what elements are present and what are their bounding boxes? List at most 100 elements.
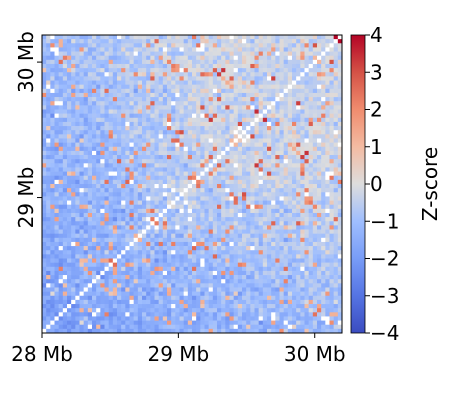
heatmap-cell [54, 134, 59, 139]
heatmap-cell [183, 179, 189, 185]
heatmap-cell [279, 266, 284, 272]
heatmap-cell [100, 312, 105, 317]
heatmap-cell [71, 250, 76, 255]
heatmap-cell [196, 101, 201, 106]
heatmap-cell [67, 196, 72, 201]
heatmap-cell [204, 316, 209, 321]
heatmap-cell [325, 192, 330, 197]
heatmap-cell [292, 121, 297, 127]
heatmap-cell [250, 84, 255, 90]
heatmap-cell [200, 229, 205, 234]
heatmap-cell [42, 175, 47, 181]
heatmap-cell [129, 299, 134, 305]
heatmap-cell [250, 97, 255, 102]
heatmap-cell [250, 80, 255, 85]
heatmap-cell [192, 312, 197, 317]
heatmap-cell [75, 304, 80, 309]
heatmap-cell [221, 171, 226, 177]
heatmap-cell [162, 254, 168, 259]
heatmap-cell [125, 304, 130, 309]
heatmap-cell [108, 150, 114, 156]
heatmap-cell [175, 237, 180, 243]
heatmap-cell [54, 146, 59, 152]
heatmap-cell [117, 229, 122, 234]
heatmap-cell [75, 287, 80, 292]
heatmap-cell [142, 270, 147, 276]
heatmap-cell [83, 229, 89, 234]
heatmap-cell [104, 196, 109, 201]
heatmap-cell [329, 291, 334, 297]
heatmap-cell [221, 225, 226, 230]
heatmap-cell [212, 258, 218, 263]
heatmap-cell [200, 237, 205, 243]
heatmap-cell [75, 126, 80, 131]
heatmap-cell [246, 101, 251, 106]
heatmap-cell [212, 80, 218, 85]
heatmap-cell [258, 258, 264, 263]
heatmap-cell [83, 217, 89, 222]
heatmap-cell [133, 192, 139, 197]
heatmap-cell [117, 204, 122, 210]
heatmap-cell [208, 204, 214, 210]
heatmap-cell [217, 126, 222, 131]
heatmap-cell [192, 126, 197, 131]
heatmap-cell [71, 117, 76, 123]
heatmap-cell [62, 97, 68, 102]
heatmap-cell [279, 196, 284, 201]
heatmap-cell [208, 212, 214, 218]
heatmap-cell [312, 275, 318, 280]
heatmap-cell [304, 237, 309, 243]
heatmap-cell [46, 287, 51, 292]
heatmap-cell [254, 63, 259, 69]
heatmap-cell [296, 159, 301, 164]
heatmap-cell [112, 159, 118, 164]
heatmap-cell [267, 184, 272, 189]
heatmap-cell [104, 299, 109, 305]
heatmap-cell [125, 101, 130, 106]
heatmap-cell [108, 121, 114, 127]
heatmap-cell [167, 270, 172, 276]
heatmap-cell [83, 254, 89, 259]
heatmap-cell [129, 80, 134, 85]
heatmap-cell [50, 221, 55, 226]
heatmap-cell [242, 217, 247, 222]
heatmap-cell [171, 47, 176, 52]
heatmap-cell [317, 192, 322, 197]
heatmap-cell [112, 76, 118, 81]
heatmap-cell [212, 279, 218, 284]
heatmap-cell [50, 59, 55, 65]
heatmap-cell [129, 126, 134, 131]
heatmap-cell [287, 241, 293, 247]
heatmap-cell [75, 275, 80, 280]
heatmap-cell [304, 266, 309, 272]
heatmap-cell [96, 113, 101, 119]
heatmap-cell [79, 204, 84, 210]
heatmap-cell [50, 237, 55, 243]
heatmap-cell [129, 192, 134, 197]
heatmap-cell [304, 188, 309, 193]
heatmap-cell [162, 130, 168, 135]
heatmap-cell [62, 63, 68, 69]
heatmap-cell [229, 150, 234, 156]
heatmap-cell [279, 68, 284, 73]
heatmap-cell [225, 217, 230, 222]
heatmap-cell [133, 150, 139, 156]
heatmap-cell [246, 88, 251, 94]
heatmap-cell [112, 316, 118, 321]
heatmap-cell [267, 316, 272, 321]
heatmap-cell [46, 225, 51, 230]
heatmap-cell [317, 101, 322, 106]
heatmap-cell [212, 250, 218, 255]
heatmap-cell [254, 308, 259, 313]
heatmap-cell [317, 208, 322, 214]
heatmap-cell [329, 88, 334, 94]
heatmap-cell [87, 258, 93, 263]
heatmap-cell [71, 229, 76, 234]
heatmap-cell [204, 241, 209, 247]
heatmap-cell [108, 97, 114, 102]
heatmap-cell [300, 51, 305, 56]
heatmap-cell [279, 312, 284, 317]
heatmap-cell [283, 159, 289, 164]
heatmap-cell [204, 150, 209, 156]
heatmap-cell [208, 233, 214, 239]
